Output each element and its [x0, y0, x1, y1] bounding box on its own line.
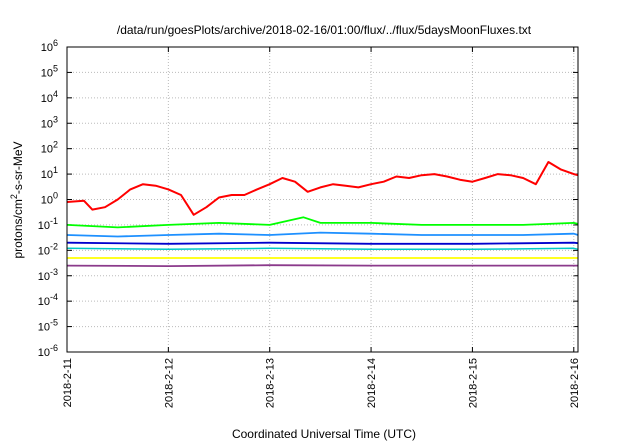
x-tick-labels: 2018-2-11 2018-2-12 2018-2-13 2018-2-14 2018… — [62, 358, 581, 408]
x-axis-label: Coordinated Universal Time (UTC) — [232, 427, 416, 441]
y-axis-label: protons/cm2-s-sr-MeV — [9, 141, 25, 258]
y-tick-label: 104 — [41, 89, 58, 105]
y-tick-label: 10-1 — [38, 216, 58, 232]
series-line-2 — [66, 216, 579, 229]
y-tick-label: 101 — [41, 165, 58, 181]
x-tick-label: 2018-2-12 — [163, 358, 175, 408]
y-tick-label: 10-3 — [38, 267, 58, 283]
series-line-4 — [66, 247, 579, 251]
x-tick-label: 2018-2-13 — [265, 358, 277, 408]
y-tick-label: 10-6 — [38, 343, 58, 359]
y-tick-label: 106 — [41, 38, 58, 54]
y-tick-label: 100 — [41, 191, 58, 207]
chart-title: /data/run/goesPlots/archive/2018-02-16/0… — [117, 23, 532, 37]
y-tick-label: 10-5 — [38, 318, 58, 334]
plot-frame — [66, 46, 579, 353]
series-line-3 — [66, 231, 579, 238]
y-tick-label: 102 — [41, 140, 58, 156]
x-tick-label: 2018-2-11 — [62, 358, 74, 407]
y-tick-label: 105 — [41, 63, 58, 79]
y-tick-label: 10-4 — [38, 292, 58, 308]
y-tick-labels: 10-6 10-5 10-4 10-3 10-2 10-1 100 101 102 103 104 1… — [38, 38, 58, 359]
series-line-7 — [66, 264, 578, 268]
x-tick-label: 2018-2-15 — [467, 358, 479, 408]
grid-lines — [66, 46, 578, 353]
y-tick-label: 10-2 — [38, 241, 58, 257]
x-tick-label: 2018-2-14 — [366, 358, 378, 408]
series-lines — [66, 161, 579, 268]
x-tick-label: 2018-2-16 — [569, 358, 581, 408]
series-line-5 — [66, 241, 579, 245]
y-tick-label: 103 — [41, 114, 58, 130]
series-line-1 — [66, 161, 579, 216]
